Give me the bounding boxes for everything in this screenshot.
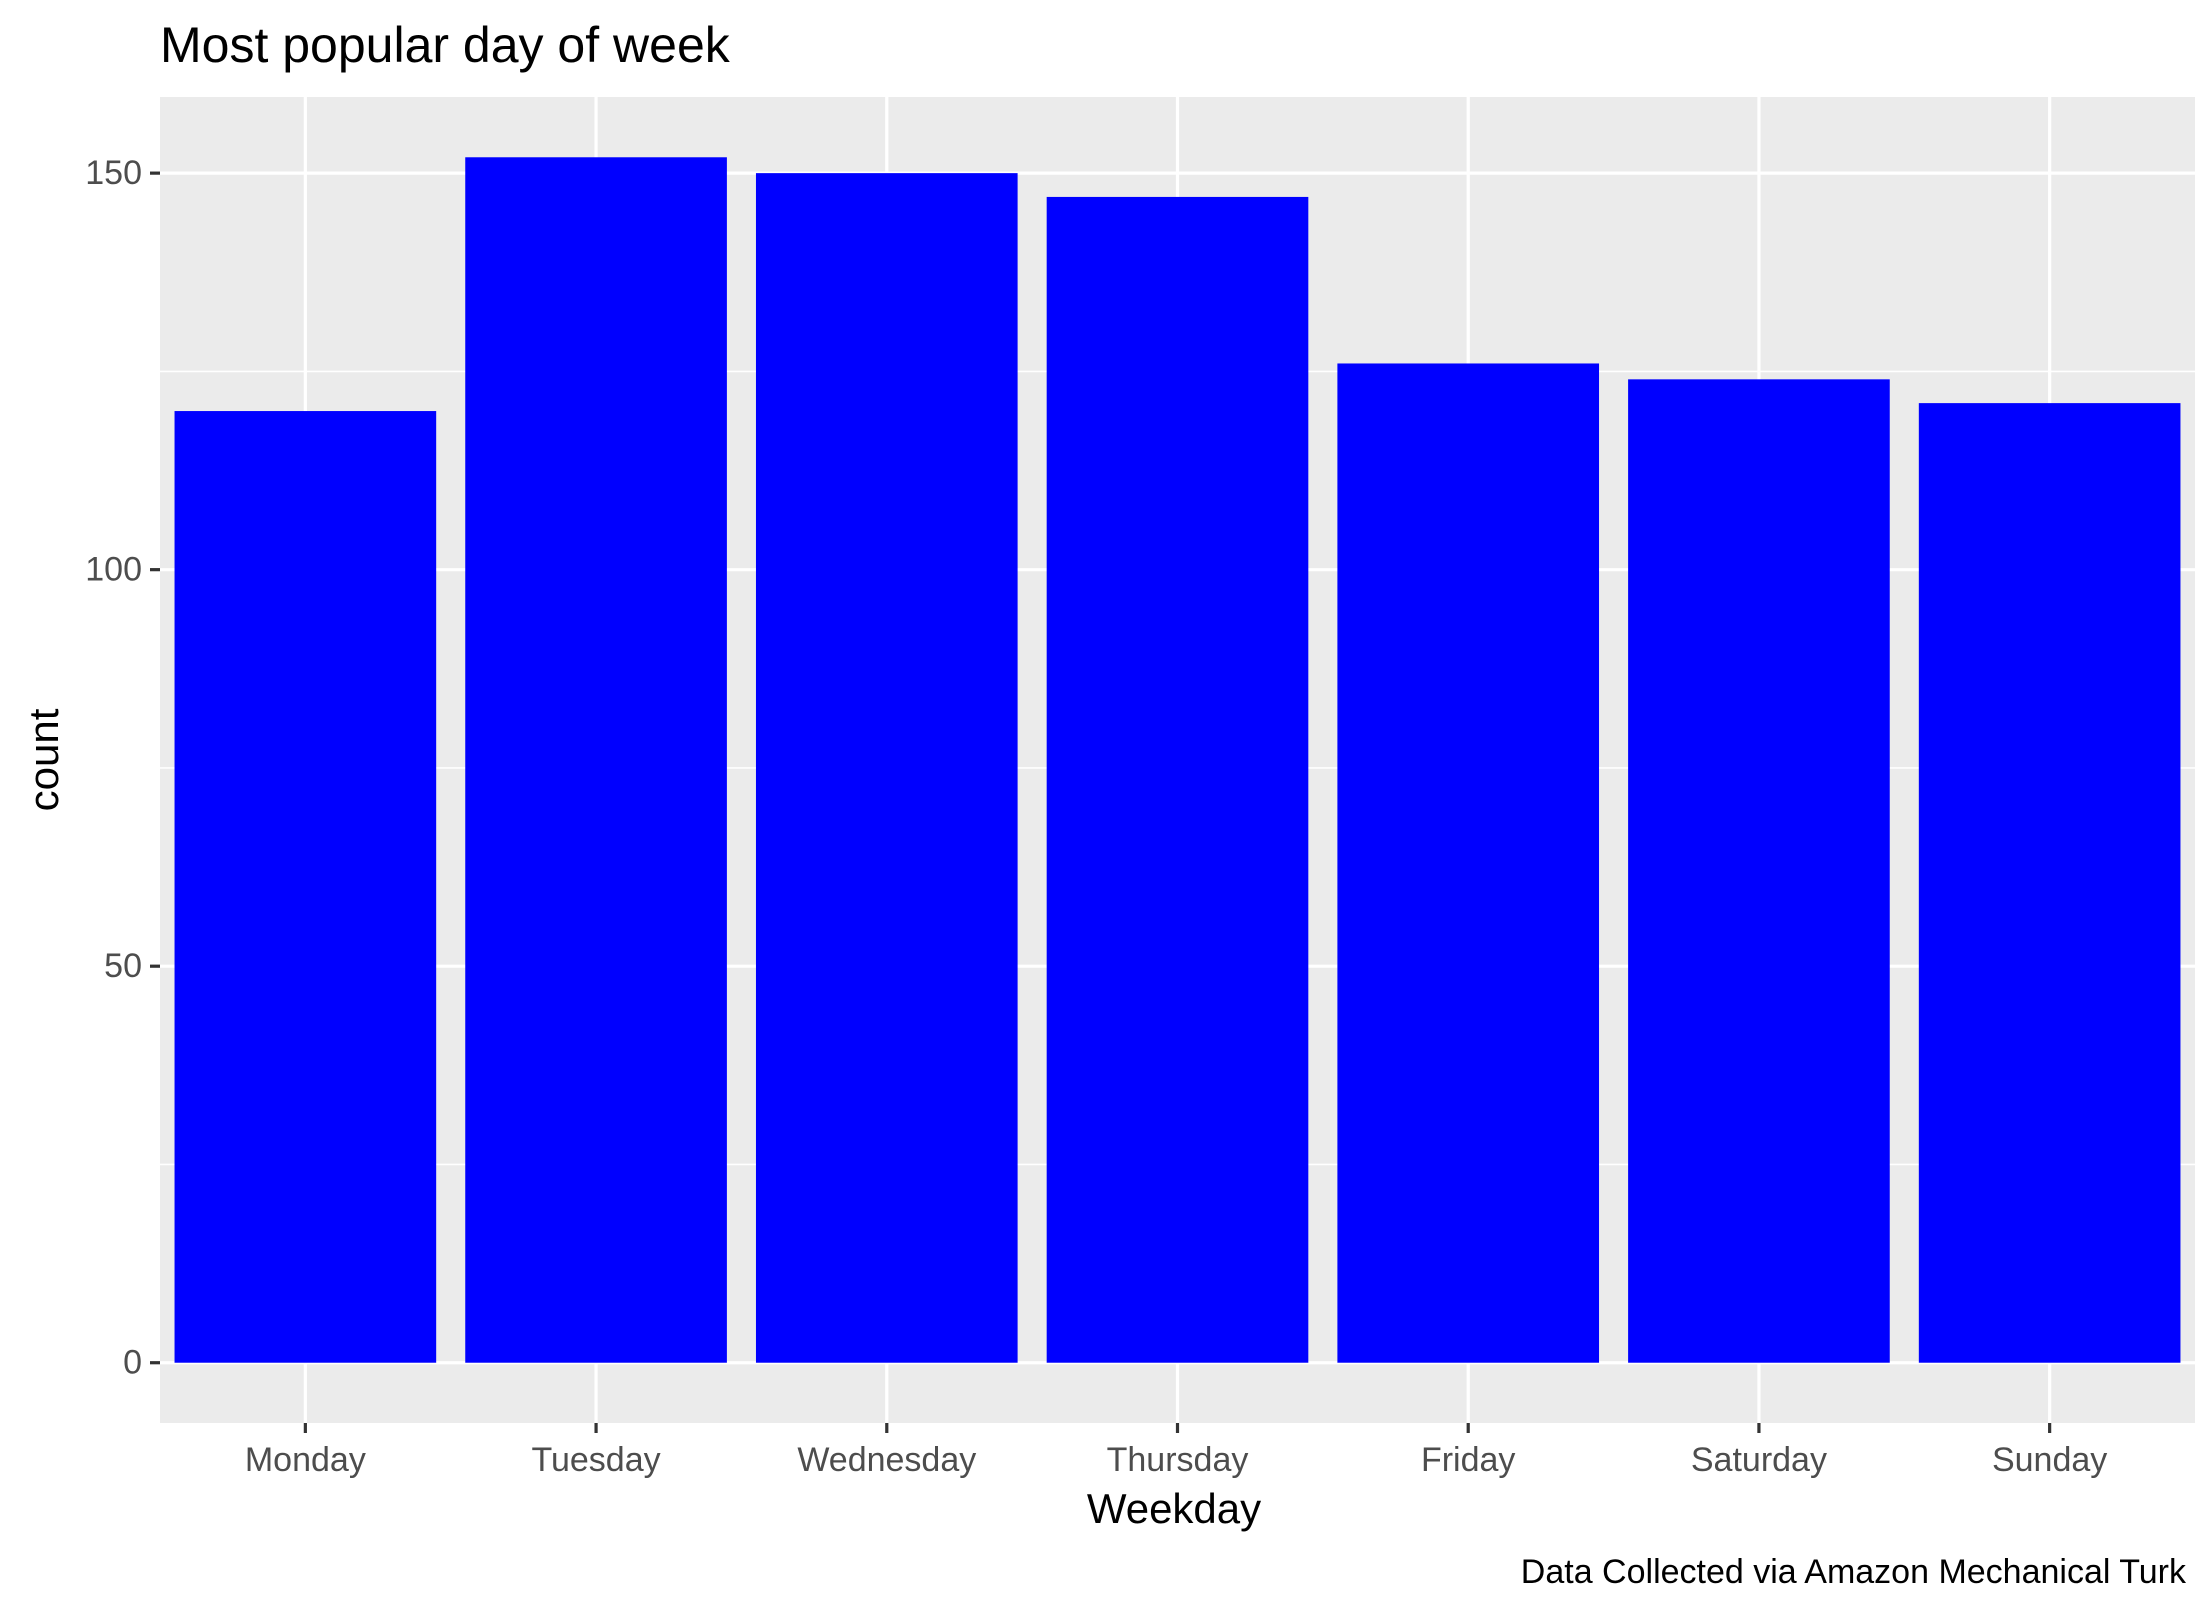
bar-monday (174, 411, 437, 1363)
x-axis-title: Weekday (1087, 1485, 1261, 1532)
bar-sunday (1918, 403, 2181, 1363)
x-tick-label: Sunday (1992, 1441, 2107, 1479)
y-tick-label: 50 (104, 947, 142, 985)
bar-friday (1337, 363, 1600, 1363)
bars (174, 157, 2181, 1363)
x-tick-label: Saturday (1691, 1441, 1827, 1479)
y-tick-label: 100 (85, 551, 142, 589)
x-tick-label: Thursday (1107, 1441, 1249, 1479)
x-tick-label: Tuesday (531, 1441, 660, 1479)
axes: 0 50 100 150 Monday Tuesday Wednesday Thursday F… (85, 154, 2107, 1479)
chart-title: Most popular day of week (160, 17, 731, 73)
y-tick-label: 0 (123, 1344, 142, 1382)
bar-thursday (1046, 196, 1309, 1363)
x-tick-label: Monday (245, 1441, 366, 1479)
x-tick-label: Wednesday (797, 1441, 976, 1479)
y-tick-label: 150 (85, 154, 142, 192)
bar-saturday (1628, 379, 1890, 1363)
caption: Data Collected via Amazon Mechanical Tur… (1521, 1553, 2187, 1591)
bar-tuesday (465, 157, 727, 1363)
y-axis-title: count (20, 708, 67, 811)
bar-wednesday (755, 173, 1018, 1363)
x-tick-label: Friday (1421, 1441, 1515, 1479)
